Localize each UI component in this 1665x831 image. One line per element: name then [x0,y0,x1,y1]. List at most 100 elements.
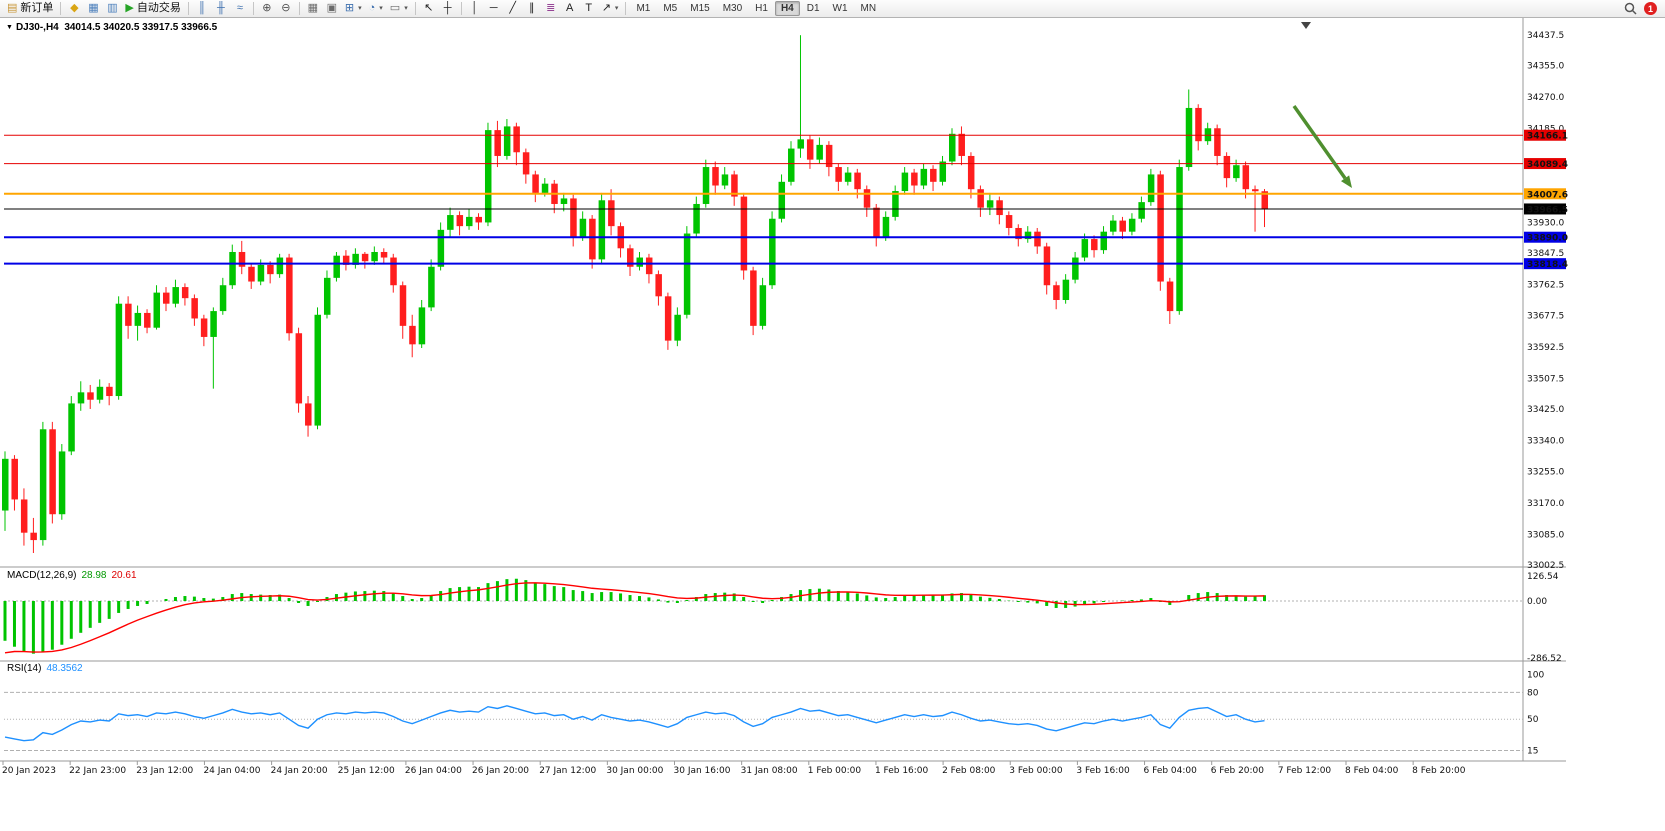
timeframe-button-m5[interactable]: M5 [657,1,683,16]
new-order-button-icon: ▤ [7,2,18,14]
search-icon[interactable] [1622,2,1639,15]
timeframe-button-m30[interactable]: M30 [717,1,748,16]
charts-window-icon[interactable]: ▦ [84,1,102,17]
y-axis-label: 33085.0 [1527,531,1564,541]
equidistant-channel-icon: ∥ [528,2,535,14]
price-badge [1524,158,1566,170]
line-chart-icon[interactable]: ≈ [231,1,249,17]
toolbar-separator [414,2,416,15]
candle-body [664,296,672,341]
candle-body [39,429,47,541]
candle-body [153,292,161,328]
toolbar: ▤ 新订单 ◆ ▦ ▥ ▶ 自动交易 ║ ╫ ≈ ⊕ ⊖ ▦ ▣ ⊞ ▾ ◔ ▾ ▭ ▾ ↖ ┼ │ ─ ╱ ∥ ≣ A T ↗ ▾ M1 M5… [0,0,1665,18]
y-axis-label: 34185.0 [1527,124,1564,134]
candle-body [712,167,719,186]
candle-body [892,191,899,217]
text-label-icon[interactable]: T [580,1,598,17]
annotation-arrow[interactable] [1292,104,1347,180]
candle-body [806,139,814,160]
candle-body [484,130,492,223]
mql5-market-icon[interactable]: ◆ [65,1,83,17]
candle-body [144,312,151,328]
timeframe-button-mn[interactable]: MN [855,1,883,16]
notification-badge[interactable]: 1 [1644,2,1657,15]
mailbox-icon[interactable]: ▭ ▾ [387,1,411,17]
candle-body [816,144,823,160]
bar-chart-icon: ║ [197,2,206,14]
candle-body [1100,231,1108,251]
candle-body [390,257,397,286]
chevron-down-icon: ▾ [358,5,362,12]
mailbox-icon: ▭ [389,2,401,14]
timeframe-button-m1[interactable]: M1 [630,1,656,16]
candle-body [1005,215,1013,228]
autotrading-button[interactable]: ▶ 自动交易 [122,1,183,17]
candle-body [58,451,66,515]
zoom-out-icon[interactable]: ⊖ [277,1,295,17]
new-order-button-label: 新订单 [20,2,54,14]
y-axis-label: 33930.0 [1527,218,1564,228]
price-badge-label: 33890.0 [1527,234,1568,244]
candle-body [1166,281,1174,312]
cascade-windows-icon[interactable]: ▣ [323,1,341,17]
candle-body [1204,128,1212,142]
zoom-in-icon[interactable]: ⊕ [258,1,276,17]
text-icon[interactable]: A [561,1,579,17]
chart-shift-marker[interactable] [1301,22,1311,29]
bar-chart-icon[interactable]: ║ [193,1,211,17]
chevron-down-icon: ▾ [379,5,383,12]
toolbar-separator [625,2,627,15]
date-label: 26 Jan 04:00 [405,766,462,776]
candle-body [352,253,359,265]
candle-body [2,458,9,511]
date-label: 3 Feb 00:00 [1009,766,1063,776]
equidistant-channel-icon[interactable]: ∥ [523,1,541,17]
candle-body [986,200,994,208]
horizontal-line-icon[interactable]: ─ [485,1,503,17]
vertical-line-icon[interactable]: │ [466,1,484,17]
rsi-scale-label: 80 [1527,688,1539,698]
y-axis-label: 33592.5 [1527,343,1564,353]
new-chart-icon[interactable]: ⊞ ▾ [342,1,365,17]
macd-histogram [3,578,1267,654]
timeframe-button-w1[interactable]: W1 [827,1,854,16]
candle-body [939,161,947,182]
candle-body [371,251,378,262]
candlestick-chart-icon: ╫ [216,2,225,14]
trendline-icon[interactable]: ╱ [504,1,522,17]
timeframe-button-h4[interactable]: H4 [774,1,800,16]
toolbar-separator [298,2,300,15]
candle-body [162,292,170,304]
candle-body [1081,239,1089,258]
fibonacci-icon[interactable]: ≣ [542,1,560,17]
date-label: 24 Jan 04:00 [203,766,260,776]
timeframe-button-m15[interactable]: M15 [684,1,715,16]
navigator-icon[interactable]: ▥ [103,1,121,17]
timeframe-button-d1[interactable]: D1 [801,1,826,16]
candle-body [560,198,568,204]
candle-body [750,270,757,326]
tile-windows-icon[interactable]: ▦ [304,1,322,17]
price-badge-label: 34089.4 [1527,160,1568,170]
candle-body [1024,231,1032,240]
candle-body [49,429,56,515]
tile-windows-icon: ▦ [307,2,319,14]
toolbar-separator [187,2,189,15]
arrows-icon[interactable]: ↗ ▾ [599,1,622,17]
candle-body [475,216,482,223]
arrows-icon: ↗ [601,2,611,14]
candle-body [286,257,293,334]
period-clock-icon[interactable]: ◔ ▾ [366,1,386,17]
price-badge [1524,129,1566,141]
candle-body [1214,128,1221,156]
candle-body [323,277,331,315]
crosshair-icon[interactable]: ┼ [439,1,457,17]
timeframe-button-h1[interactable]: H1 [749,1,774,16]
candlestick-chart-icon[interactable]: ╫ [212,1,230,17]
candle-body [1072,257,1079,280]
y-axis-label: 33762.5 [1527,280,1564,290]
new-order-button[interactable]: ▤ 新订单 [4,1,56,17]
candle-body [977,189,984,208]
cursor-icon[interactable]: ↖ [420,1,438,17]
